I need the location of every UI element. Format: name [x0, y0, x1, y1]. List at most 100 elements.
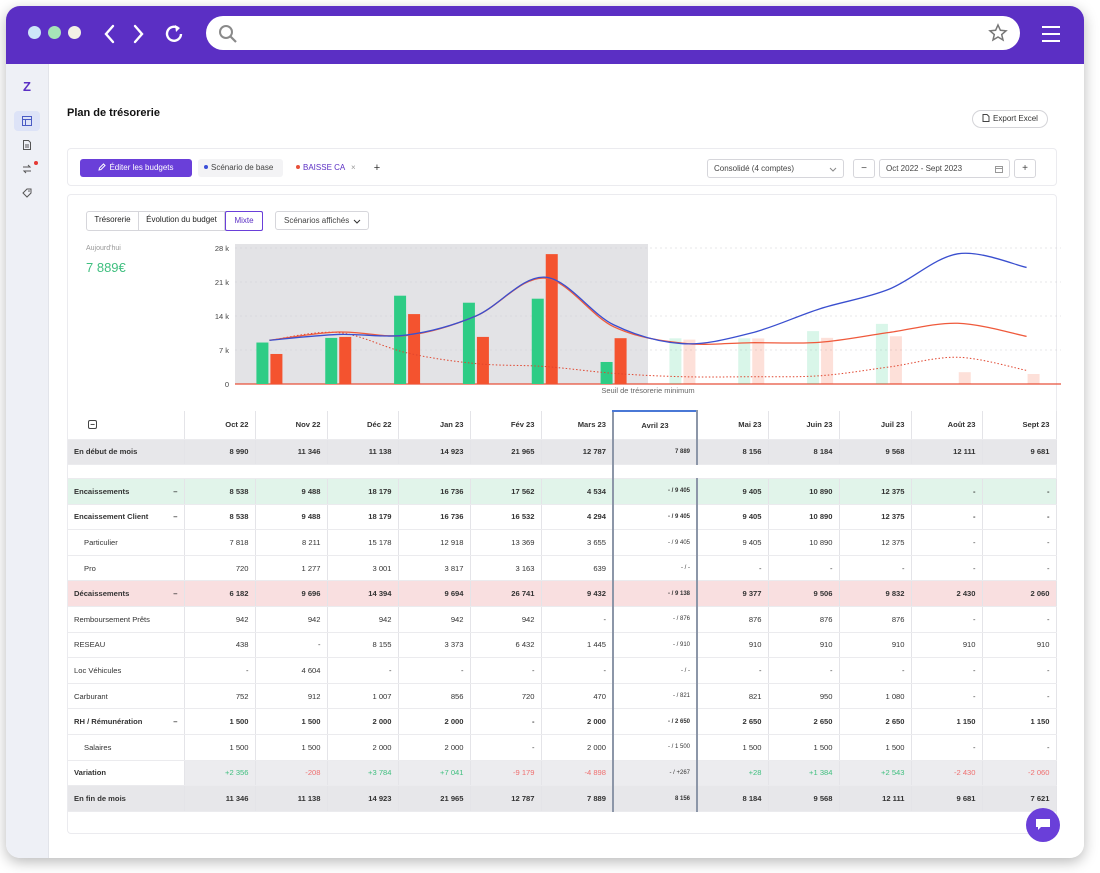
table-cell: 3 163	[470, 555, 542, 582]
table-cell: +7 041	[398, 760, 471, 787]
table-cell: -	[839, 555, 912, 582]
tab-evolution-budget[interactable]: Évolution du budget	[139, 211, 225, 231]
table-cell	[982, 464, 1056, 480]
export-excel-button[interactable]: Export Excel	[972, 110, 1048, 128]
table-cell[interactable]: - / -	[612, 657, 698, 684]
past-period-shade	[235, 244, 648, 384]
bar-encaissements	[256, 342, 269, 384]
table-cell[interactable]: - / 9 405	[612, 478, 698, 505]
date-plus-button[interactable]: +	[1014, 159, 1036, 178]
table-cell[interactable]: - / 9 405	[612, 529, 698, 556]
table-cell[interactable]: 8 156	[612, 785, 698, 812]
star-icon[interactable]	[988, 23, 1008, 43]
add-scenario-button[interactable]: +	[373, 162, 381, 174]
row-collapse-toggle[interactable]: –	[173, 486, 178, 496]
window-dot-3[interactable]	[68, 26, 81, 39]
table-cell: -	[768, 657, 840, 684]
menu-icon[interactable]	[1040, 23, 1062, 45]
table-cell[interactable]: - / 1 500	[612, 734, 698, 761]
table-cell: 11 138	[327, 439, 399, 466]
scenario-tab-baisse-ca[interactable]: BAISSE CA ×	[292, 159, 362, 177]
back-icon[interactable]	[98, 20, 122, 48]
row-collapse-toggle[interactable]: –	[173, 589, 178, 599]
table-cell: 942	[184, 606, 256, 633]
sidebar-item-documents[interactable]	[14, 135, 40, 155]
window-dot-2[interactable]	[48, 26, 61, 39]
row-collapse-toggle[interactable]: –	[173, 717, 178, 727]
y-tick-label: 28 k	[215, 244, 229, 253]
month-header: Juin 23	[768, 411, 840, 440]
table-cell: -	[255, 632, 328, 659]
account-select[interactable]: Consolidé (4 comptes)	[707, 159, 844, 178]
table-cell: -	[541, 606, 614, 633]
table-cell: -	[184, 657, 256, 684]
table-cell: 12 111	[839, 785, 912, 812]
table-cell: 9 432	[541, 580, 614, 608]
table-cell: -	[541, 657, 614, 684]
table-cell: -	[911, 657, 983, 684]
forward-icon[interactable]	[126, 20, 150, 48]
row-label[interactable]: RH / Rémunération –	[68, 708, 185, 736]
table-cell: 18 179	[327, 504, 399, 531]
row-label: En fin de mois	[68, 785, 185, 812]
window-dot-1[interactable]	[28, 26, 41, 39]
table-cell[interactable]: - / 2 650	[612, 708, 698, 736]
table-cell: 11 346	[184, 785, 256, 812]
table-cell: -	[911, 683, 983, 710]
table-cell: 942	[255, 606, 328, 633]
table-cell: 856	[398, 683, 471, 710]
table-cell: 752	[184, 683, 256, 710]
table-cell[interactable]: - / 910	[612, 632, 698, 659]
sidebar-item-tags[interactable]	[14, 183, 40, 203]
row-label[interactable]: Encaissements –	[68, 478, 185, 505]
table-cell: -	[327, 657, 399, 684]
month-header: Jan 23	[398, 411, 471, 440]
table-cell[interactable]: - / 9 405	[612, 504, 698, 531]
collapse-all-toggle[interactable]: −	[68, 411, 185, 440]
date-range-input[interactable]: Oct 2022 - Sept 2023	[879, 159, 1010, 178]
table-row: Particulier 7 818 8 211 15 178 12 918 13 369 3…	[68, 529, 1057, 556]
table-cell: 9 405	[697, 529, 769, 556]
close-icon[interactable]: ×	[351, 163, 356, 172]
date-minus-button[interactable]: −	[853, 159, 875, 178]
bar-decaissements	[889, 336, 902, 384]
table-row: RESEAU 438-8 155 3 373 6 432 1 445- / 910 910…	[68, 632, 1057, 659]
row-label[interactable]: Encaissement Client –	[68, 504, 185, 531]
edit-budgets-button[interactable]: Éditer les budgets	[80, 159, 192, 177]
table-cell: +28	[697, 760, 769, 787]
table-cell: 9 488	[255, 504, 328, 531]
table-cell: 2 000	[398, 734, 471, 761]
tab-mixte[interactable]: Mixte	[225, 211, 263, 231]
table-cell[interactable]: - / 876	[612, 606, 698, 633]
table-cell: 438	[184, 632, 256, 659]
sidebar-item-transactions[interactable]	[14, 159, 40, 179]
table-cell: -2 060	[982, 760, 1057, 787]
collapse-icon[interactable]: −	[88, 420, 97, 430]
table-cell: 3 817	[398, 555, 471, 582]
reload-icon[interactable]	[162, 20, 186, 48]
scenarios-shown-label: Scénarios affichés	[284, 216, 350, 225]
table-cell[interactable]	[612, 464, 697, 480]
table-cell[interactable]: - / +267	[612, 760, 698, 787]
table-cell: 2 000	[327, 708, 399, 736]
table-cell: -	[982, 529, 1057, 556]
y-tick-label: 21 k	[215, 278, 229, 287]
chat-button[interactable]	[1026, 808, 1060, 842]
table-cell[interactable]: - / 9 138	[612, 580, 698, 608]
scenarios-shown-dropdown[interactable]: Scénarios affichés	[275, 211, 369, 230]
table-cell: -	[982, 606, 1057, 633]
bar-decaissements	[821, 337, 834, 384]
table-cell[interactable]: 7 889	[612, 439, 698, 466]
table-cell: 2 650	[697, 708, 769, 736]
url-bar[interactable]	[206, 16, 1020, 50]
sidebar-item-treasury[interactable]	[14, 111, 40, 131]
tab-tresorerie[interactable]: Trésorerie	[87, 211, 139, 231]
scenario-tab-base[interactable]: Scénario de base	[198, 159, 283, 177]
table-cell: 9 405	[697, 478, 769, 505]
table-cell[interactable]: - / -	[612, 555, 698, 582]
table-cell[interactable]: - / 821	[612, 683, 698, 710]
row-label[interactable]: Décaissements –	[68, 580, 185, 608]
table-row: Encaissement Client –8 538 9 488 18 179 16 7…	[68, 504, 1057, 531]
row-label: En début de mois	[68, 439, 185, 466]
row-collapse-toggle[interactable]: –	[173, 512, 178, 522]
